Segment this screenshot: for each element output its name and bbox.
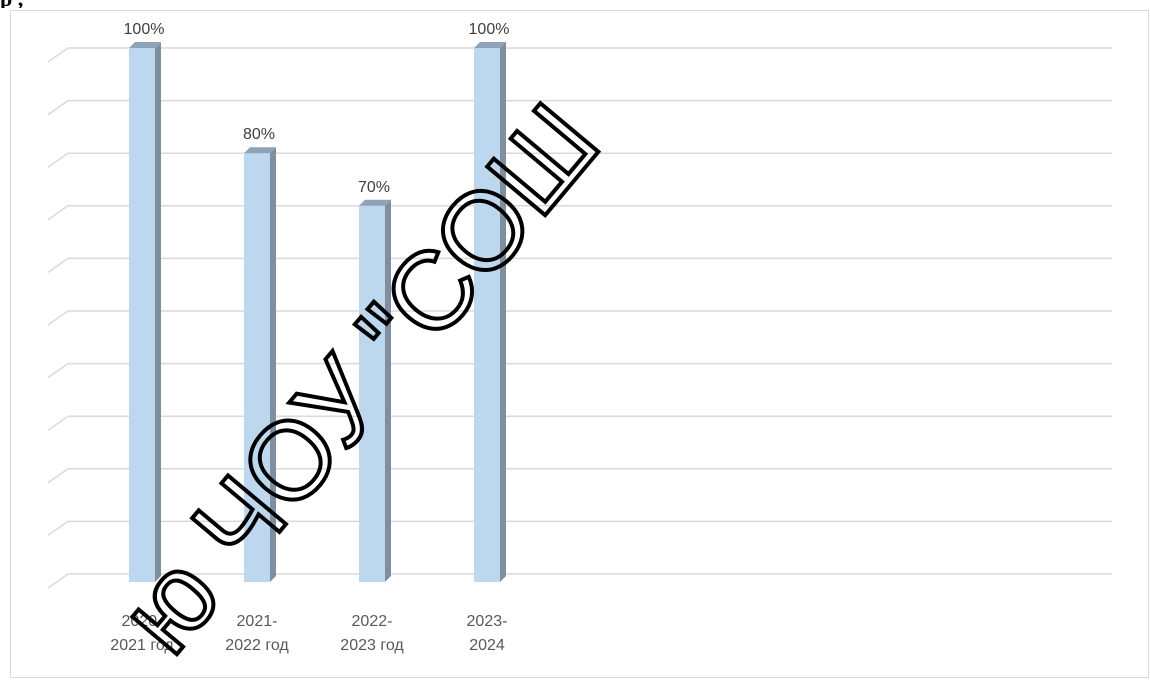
category-label-2: 2022-2023 год: [340, 613, 404, 654]
data-label-0: 100%: [124, 21, 165, 38]
gridline-8: [47, 152, 1112, 168]
bar-side-3: [500, 42, 506, 582]
gridline-2: [47, 468, 1112, 484]
bar-top-1: [244, 147, 276, 154]
gridline-3: [47, 415, 1112, 431]
watermark: ю ЧОУ "СОШ: [94, 79, 624, 677]
gridline-0: [47, 573, 1112, 589]
gridline-5: [47, 310, 1112, 326]
bar-top-3: [474, 42, 506, 48]
page-heading-fragment: р ,: [0, 0, 23, 8]
gridline-7: [47, 205, 1112, 221]
bar-side-0: [155, 42, 161, 582]
gridline-4: [47, 362, 1112, 379]
data-label-3: 100%: [469, 21, 510, 38]
category-label-0: 2020-2021 год: [110, 613, 174, 654]
watermark-text: ю ЧОУ "СОШ: [96, 81, 622, 675]
data-label-2: 70%: [358, 179, 390, 196]
bar-top-0: [129, 42, 161, 48]
chart-frame: [10, 10, 1149, 678]
bar-side-2: [385, 199, 391, 583]
gridlines: [47, 47, 1112, 589]
bar-side-1: [270, 147, 276, 582]
category-label-1: 2021-2022 год: [225, 613, 289, 654]
bar-2: [359, 205, 385, 583]
category-label-3: 2023-2024: [467, 613, 508, 654]
bar-0: [129, 48, 155, 582]
bar-3: [474, 48, 500, 582]
gridline-9: [47, 99, 1112, 116]
bars: [129, 42, 506, 583]
data-labels: 100% 80% 70% 100%: [124, 21, 510, 196]
gridline-1: [47, 520, 1112, 537]
bar-1: [244, 153, 270, 582]
gridline-10: [47, 47, 1112, 63]
bar-top-2: [359, 199, 391, 206]
gridline-6: [47, 257, 1112, 274]
category-labels: 2020-2021 год 2021-2022 год 2022-2023 год 2…: [110, 613, 507, 654]
data-label-1: 80%: [243, 126, 275, 143]
